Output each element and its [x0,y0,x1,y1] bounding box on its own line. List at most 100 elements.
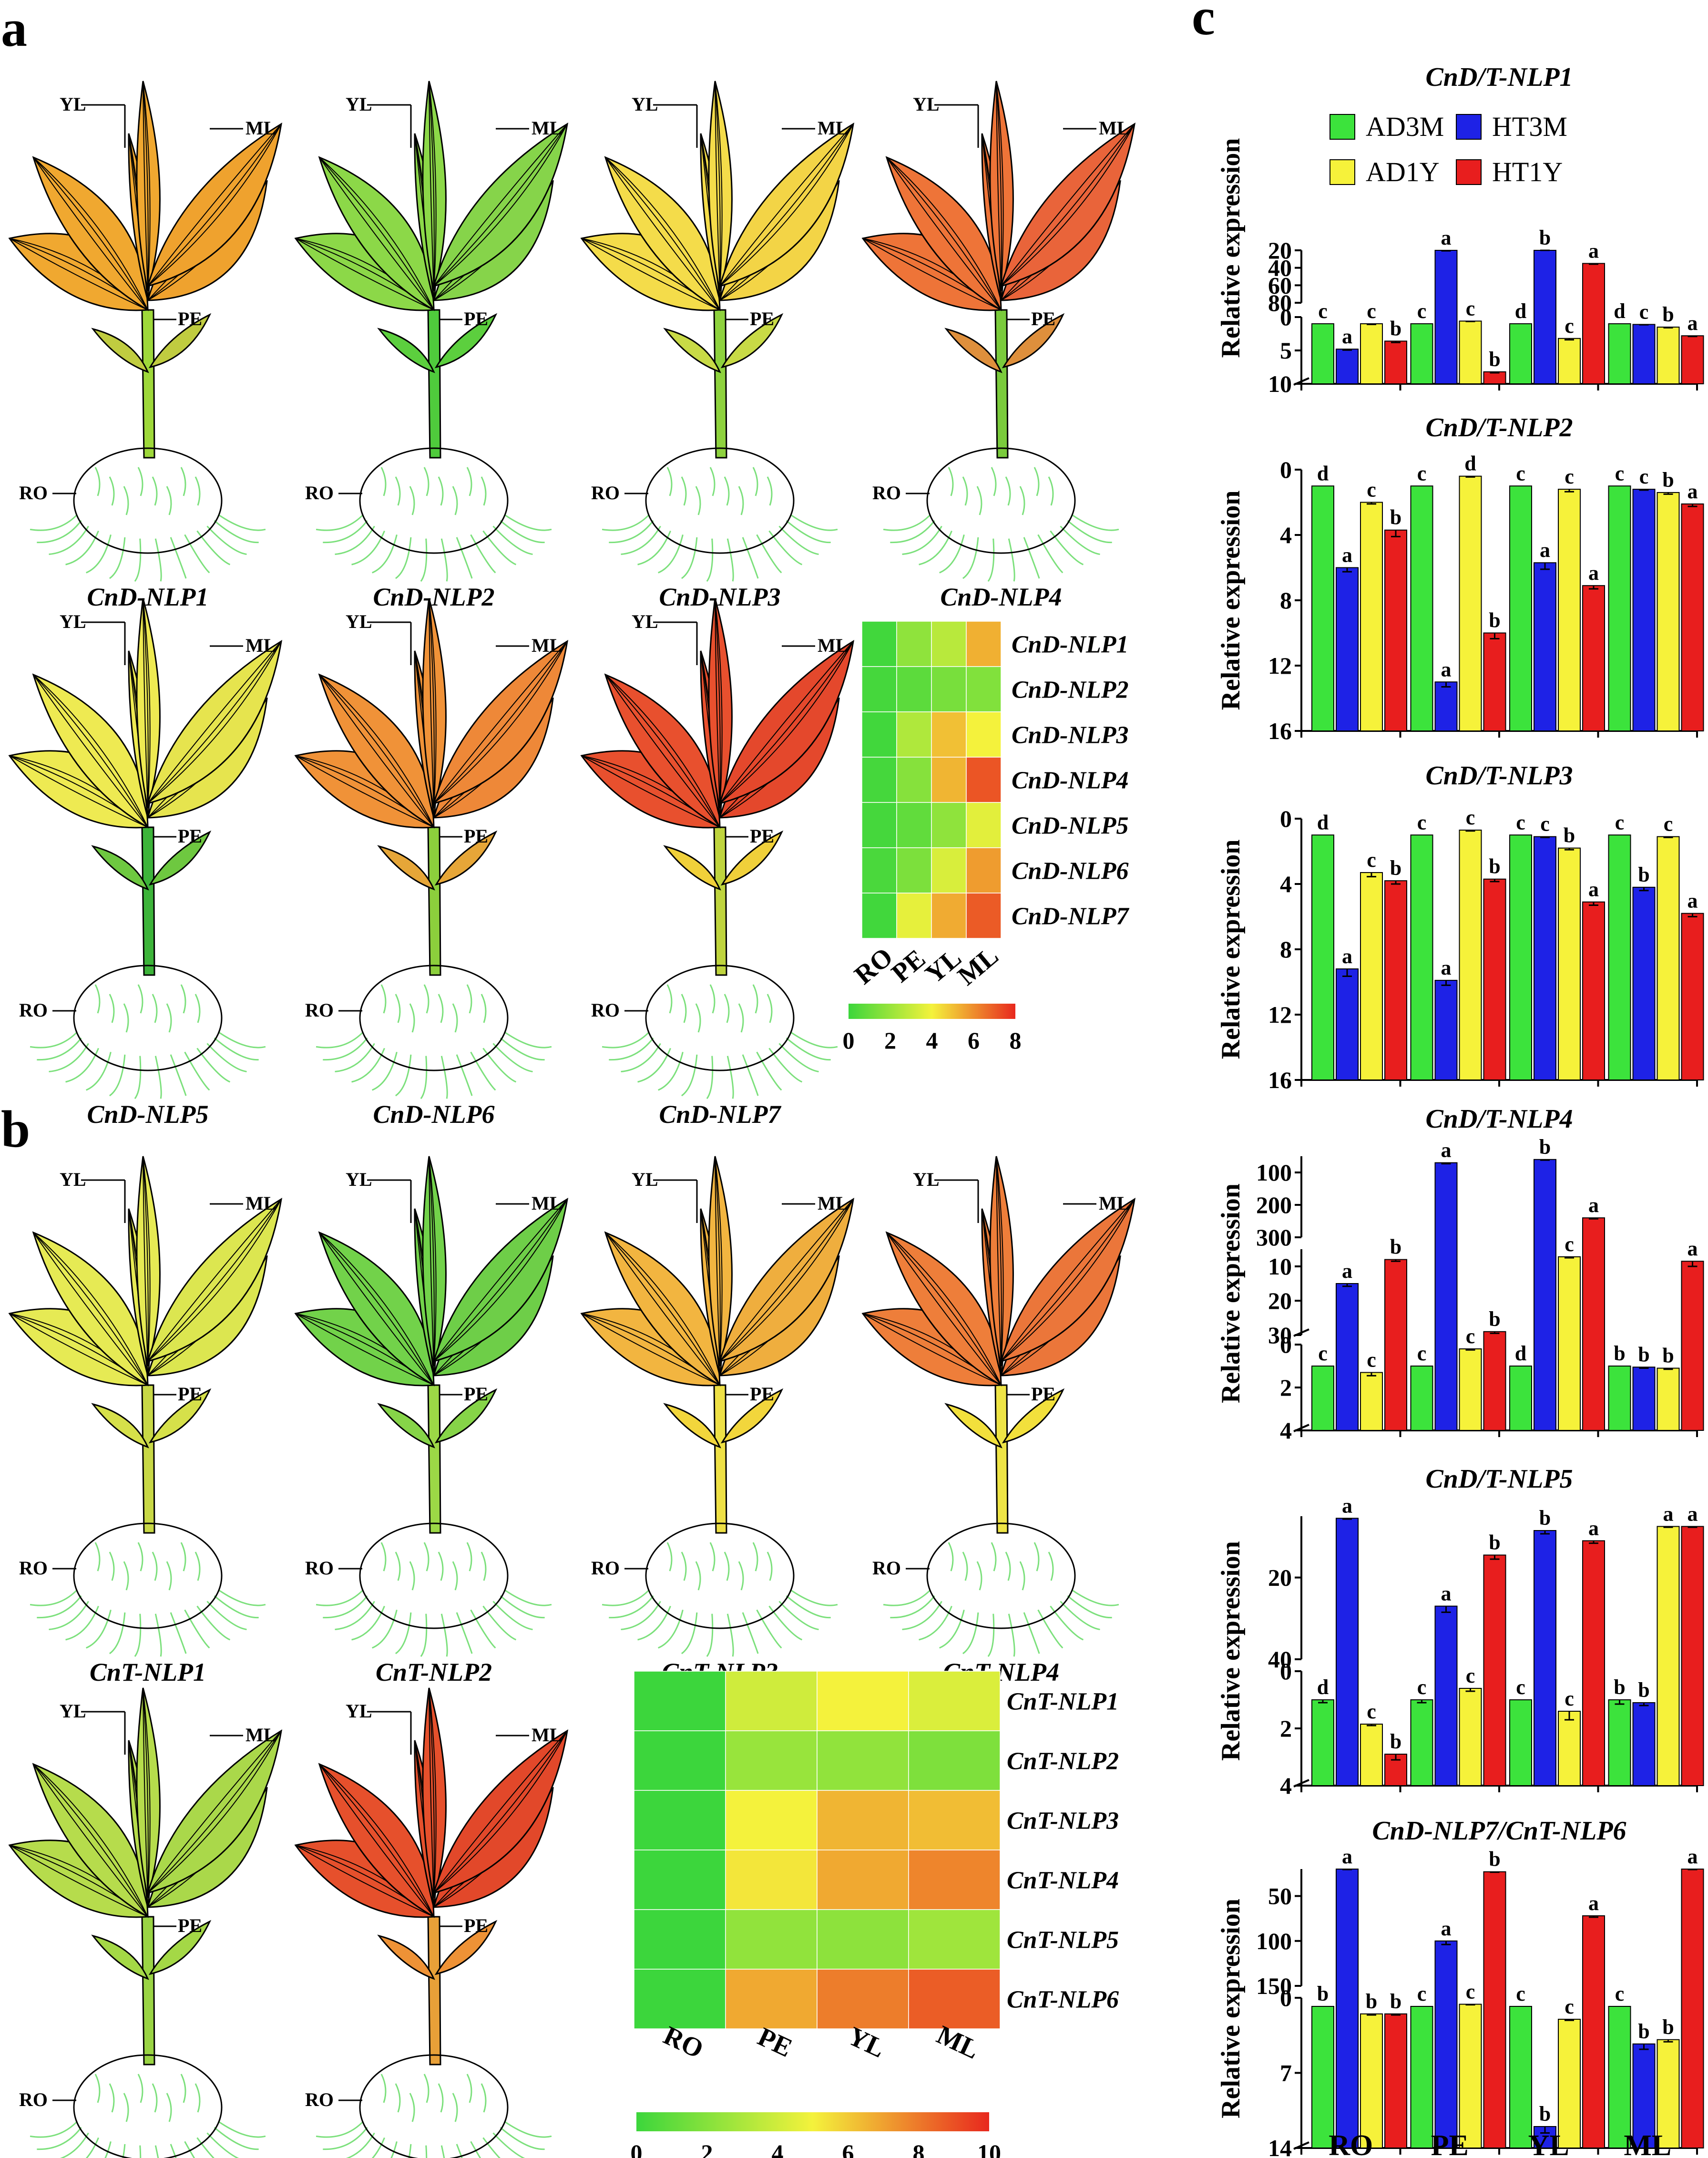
hmb-cell [908,1969,1001,2029]
subplot-title: CnD/T-NLP5 [1425,1464,1573,1494]
leaf-vein [143,1687,149,1898]
panel-label-a: a [1,0,27,57]
bar-HT1Y-PE [1483,1871,1506,2148]
significance-letter: b [1390,317,1401,340]
root-line [316,1589,364,1606]
leaf-vein [143,1687,151,1898]
leaf-vein [605,157,720,310]
root-line [346,2132,375,2158]
inner-root [395,994,401,1023]
inner-root [767,1552,773,1581]
leaf-vein [295,755,434,828]
significance-letter: c [1367,1348,1376,1372]
significance-letter: b [1539,226,1551,249]
root-line [323,1038,368,1061]
b-plant-1: YL ML PE RO CnT-NLP1 [8,1156,283,1686]
significance-letter: b [1489,1307,1500,1331]
label-pe: PE [750,1383,774,1405]
leaf-vein [147,1730,282,1893]
inner-root [152,2083,158,2113]
bar-AD1Y-PE [1459,475,1482,731]
leaf-vein [996,1156,1002,1367]
hmb-cell [817,1969,909,2029]
bar-HT1Y-YL [1582,1540,1605,1786]
petiole-leaf [434,313,498,369]
leaf-vein [33,1232,148,1386]
root-line [420,1613,428,1657]
leaf-vein [147,641,282,804]
significance-letter: c [1417,299,1427,323]
label-ml: ML [818,635,848,656]
significance-letter: c [1466,1664,1475,1687]
leaf-vein [9,1313,148,1386]
inner-root [180,1542,186,1572]
significance-letter: a [1688,1237,1698,1260]
label-ml: ML [818,117,848,139]
root-line [742,537,759,579]
significance-letter: a [1588,1516,1599,1540]
leaf-vein [9,1845,148,1917]
root-line [1071,514,1119,531]
hma-row-label: CnD-NLP6 [1012,858,1129,885]
leaf-vein [147,123,282,287]
root-line [726,1613,734,1657]
inner-root [166,2093,172,2122]
petiole-leaf [720,830,784,886]
bar-AD1Y-YL [1558,338,1581,384]
root-line [184,2141,195,2158]
inner-root [1033,467,1040,496]
bar-AD1Y-YL [1558,847,1581,1081]
significance-letter: a [1688,1845,1698,1868]
bar-AD3M-ML [1608,323,1631,384]
bar-HT3M-ML [1632,489,1656,731]
leaf-vein [605,1232,720,1386]
inner-root [166,486,172,515]
hmb-cell [634,1850,726,1910]
stem [994,1384,1009,1534]
root-line [470,1609,496,1649]
bar-AD1Y-RO [1360,502,1383,731]
plant-gene-name: CnD-NLP4 [941,583,1062,611]
subplot-6: CnD-NLP7/CnT-NLP6 0 7 14 50 100 150 Relative ex… [1216,1816,1704,2158]
significance-letter: a [1688,889,1698,913]
leaf-vein [581,238,720,310]
significance-letter: b [1564,824,1575,847]
inner-root [395,476,401,506]
hmb-cell [817,1850,909,1910]
leaf-vein [605,674,720,828]
significance-letter: a [1588,561,1599,585]
x-category-label: ML [1624,2129,1671,2158]
leaf-vein [715,1156,721,1367]
bar-AD3M-YL [1509,2006,1532,2148]
root-line [621,525,661,555]
petiole-leaf [663,1403,721,1449]
y-tick-label: 10 [1268,370,1292,397]
bar-HT1Y-ML [1681,1526,1704,1786]
inner-root [152,476,158,506]
petiole-leaf [434,1920,498,1975]
inner-root [709,984,716,1014]
leaf-vein [319,1764,434,1917]
significance-letter: a [1342,945,1352,968]
hmb-row-label: CnT-NLP6 [1007,1986,1119,2014]
leaf-vein [715,598,723,809]
significance-letter: b [1390,1730,1401,1753]
root-line [790,1589,838,1606]
significance-letter: d [1614,299,1625,323]
hma-cell [896,893,932,939]
inner-root [409,486,415,515]
legend-swatch-HT1Y [1456,159,1482,185]
leaf-vein [143,1156,149,1367]
leaf-vein [319,157,434,310]
inner-root [466,2074,472,2103]
leaf-vein [147,641,282,804]
inner-root [423,1542,430,1572]
root-line [323,1595,368,1619]
leaf-vein [605,1232,720,1386]
root-line [351,1048,385,1083]
leaf-vein [33,157,148,310]
leaf-vein [319,674,434,828]
root-line [939,1609,965,1649]
bar-HT1Y-PE [1483,1331,1506,1431]
